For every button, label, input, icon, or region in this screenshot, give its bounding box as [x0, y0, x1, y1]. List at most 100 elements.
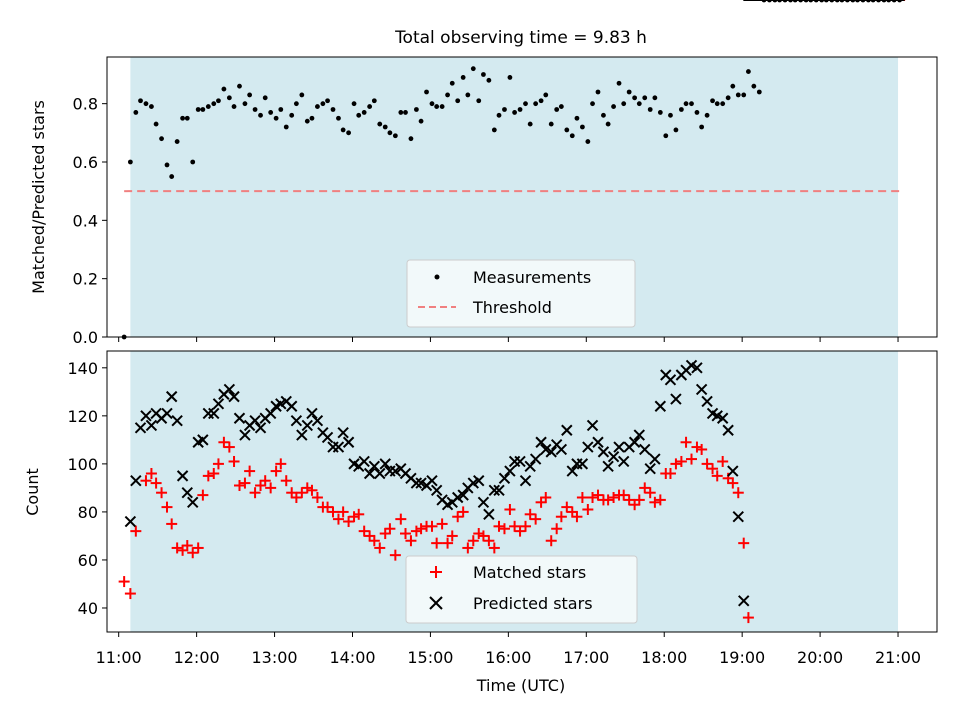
predicted-star-point [597, 446, 610, 458]
predicted-star-point [732, 511, 744, 523]
measurement-point [751, 83, 757, 89]
predicted-star-point [504, 465, 516, 477]
x-tick-label: 20:00 [797, 648, 843, 667]
measurement-point [216, 98, 221, 104]
matched-star-point [639, 482, 651, 494]
measurement-point [460, 75, 466, 80]
measurement-point [231, 104, 237, 109]
predicted-star-point [430, 484, 443, 497]
predicted-star-point [332, 441, 345, 453]
matched-star-point [540, 492, 552, 504]
measurement-point [636, 101, 642, 107]
matched-star-point [462, 542, 474, 554]
matched-star-point [602, 494, 614, 506]
ratio-panel-frame [106, 56, 938, 338]
measurement-point [652, 95, 658, 101]
matched-star-point [218, 436, 230, 448]
measurement-point [657, 110, 663, 115]
measurement-point [418, 118, 424, 124]
ratio-legend: Measurements Threshold [406, 259, 636, 328]
measurement-point [585, 139, 591, 144]
count-y-axis: 40 60 80 100 120 140 [67, 359, 107, 618]
matched-star-point [145, 467, 157, 479]
y-tick-label: 60 [78, 551, 98, 570]
measurement-point [533, 101, 539, 107]
count-panel: Matched stars Predicted stars 40 60 80 100 1… [23, 0, 938, 667]
predicted-star-point [514, 455, 526, 468]
y-tick-label: 0.0 [73, 328, 98, 347]
measurement-point [268, 110, 274, 115]
matched-star-point [118, 576, 130, 588]
predicted-star-point [321, 431, 334, 444]
measurement-point [346, 130, 351, 136]
matched-star-point [520, 520, 532, 532]
predicted-star-point [586, 419, 599, 432]
measurement-point [159, 136, 164, 142]
measurement-point [184, 115, 190, 121]
predicted-star-point [695, 383, 708, 396]
predicted-star-point [264, 407, 277, 420]
measurement-point [445, 92, 450, 98]
predicted-star-point [140, 410, 152, 422]
matched-star-point [732, 487, 744, 499]
measurement-point [574, 115, 580, 121]
matched-star-point [364, 530, 376, 542]
measurement-point [605, 121, 611, 127]
predicted-star-point [171, 414, 183, 427]
measurement-point [174, 139, 180, 144]
measurement-point [226, 95, 232, 101]
predicted-star-point [254, 422, 267, 434]
predicted-star-point [239, 429, 251, 441]
measurement-point [320, 101, 326, 107]
measurement-point [486, 77, 492, 83]
measurement-point [315, 104, 320, 109]
x-tick-label: 14:00 [329, 648, 375, 667]
matched-star-point [545, 535, 557, 547]
measurement-point [325, 98, 330, 104]
predicted-star-point [363, 467, 376, 480]
predicted-star-point [483, 508, 495, 521]
count-x-axis: 11:00 12:00 13:00 14:00 15:00 16:00 17:00 18:00… [96, 632, 921, 667]
measurement-point [382, 124, 388, 130]
matched-star-point [493, 520, 505, 532]
matched-star-point [530, 513, 542, 525]
ratio-y-axis-label: Matched/Predicted stars [29, 100, 48, 294]
measurement-point [621, 101, 627, 107]
predicted-star-point [576, 458, 589, 470]
y-tick-label: 100 [67, 455, 98, 474]
measurement-point [449, 80, 455, 86]
x-tick-label: 12:00 [174, 648, 220, 667]
matched-star-point [181, 540, 193, 552]
measurement-point [558, 104, 564, 109]
measurement-point [133, 110, 139, 115]
measurement-point [523, 101, 528, 107]
matched-star-point [197, 489, 209, 501]
measurement-point [714, 101, 720, 107]
matched-star-point [488, 542, 500, 554]
measurement-point [424, 89, 429, 95]
matched-star-point [399, 528, 411, 540]
matched-star-point [608, 492, 620, 504]
measurement-point [262, 95, 268, 101]
predicted-star-point [187, 496, 199, 509]
matched-star-point [306, 484, 318, 496]
matched-star-point [686, 453, 698, 465]
predicted-star-point [130, 474, 142, 487]
matched-star-point [711, 470, 723, 482]
predicted-star-point [181, 486, 193, 499]
matched-star-point [150, 477, 162, 489]
matched-star-point [202, 470, 214, 482]
matched-star-point [296, 487, 308, 499]
measurement-point [190, 159, 196, 165]
matched-star-point [259, 475, 271, 487]
y-tick-label: 40 [78, 599, 98, 618]
predicted-star-point [296, 429, 308, 441]
measurement-point [668, 112, 673, 118]
measurement-point [429, 101, 435, 107]
matched-star-point [280, 475, 292, 487]
predicted-star-point [644, 462, 656, 475]
measurement-point [413, 107, 419, 112]
predicted-star-point [561, 424, 573, 436]
x-tick-label: 15:00 [407, 648, 453, 667]
predicted-star-point [249, 414, 261, 427]
